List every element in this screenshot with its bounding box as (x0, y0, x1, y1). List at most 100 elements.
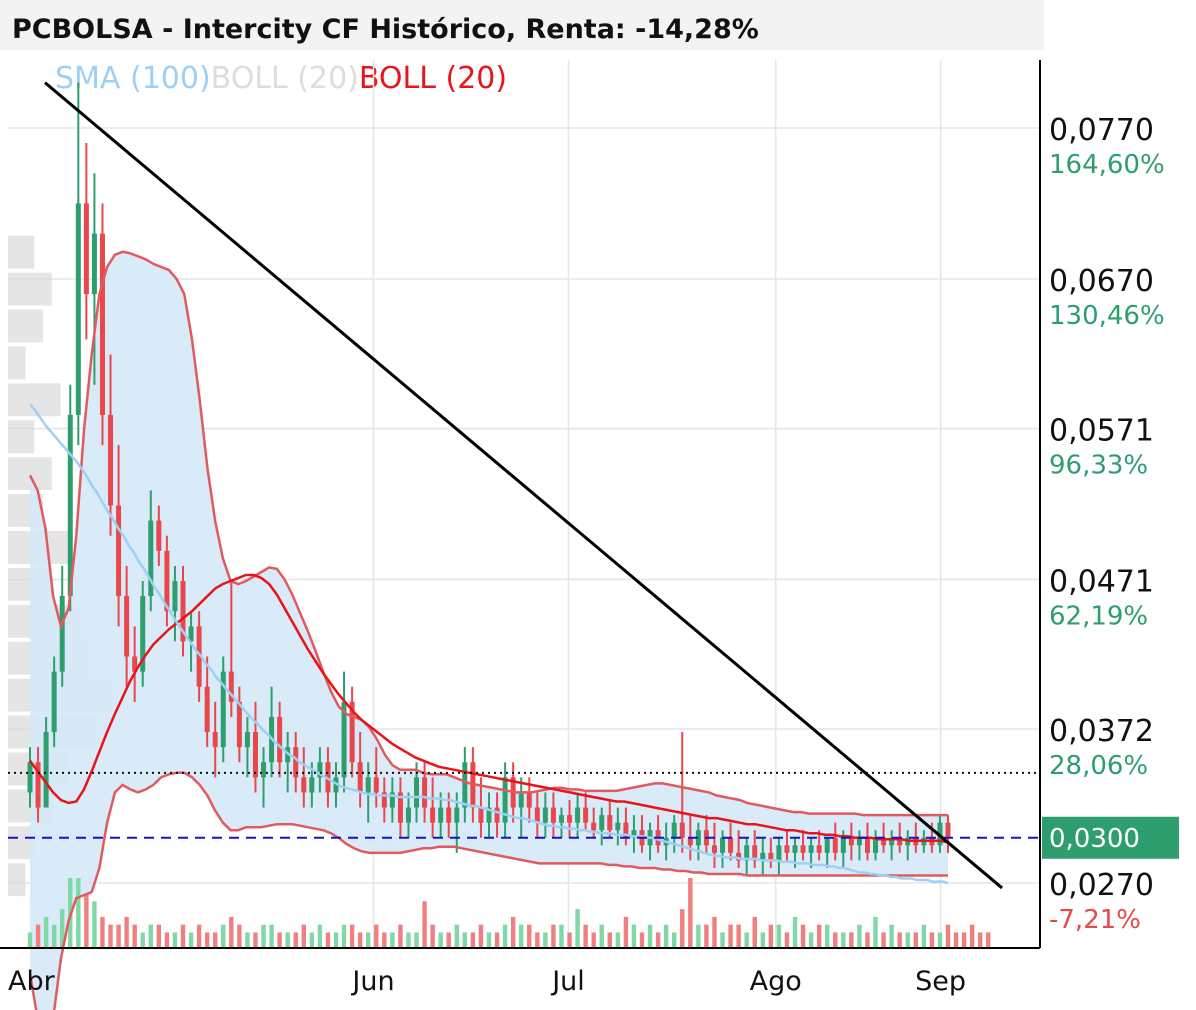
volume-bar (631, 924, 637, 948)
candle-body (534, 807, 540, 823)
candle-body (728, 837, 734, 853)
candle-body (108, 414, 114, 506)
volume-profile-bar (8, 346, 26, 380)
volume-bar (720, 932, 725, 948)
candle-body (494, 807, 500, 823)
x-tick-label: Sep (915, 966, 966, 997)
volume-bar (519, 924, 524, 948)
volume-bar (116, 924, 121, 948)
volume-bar (575, 909, 580, 948)
volume-bar (953, 932, 959, 948)
volume-bar (309, 932, 315, 948)
volume-bar (978, 932, 983, 948)
y-tick-label: 0,0770 (1049, 113, 1154, 148)
volume-bar (551, 924, 556, 948)
volume-bar (422, 901, 427, 948)
volume-bar (333, 932, 339, 948)
candle-body (711, 845, 717, 853)
volume-bar (366, 932, 371, 948)
volume-bar (615, 932, 621, 948)
volume-bar (736, 924, 741, 948)
candle-body (180, 581, 186, 642)
x-tick-label: Ago (750, 966, 802, 997)
chart-title: PCBOLSA - Intercity CF Histórico, Renta:… (12, 14, 759, 45)
volume-bar (494, 932, 500, 948)
y-tick-percent: -7,21% (1049, 905, 1141, 935)
candle-body (59, 596, 65, 672)
volume-bar (92, 901, 97, 948)
candle-body (293, 747, 299, 778)
volume-bar (623, 916, 629, 948)
boll-mid-line (28, 573, 949, 844)
volume-bar (438, 932, 443, 948)
volume-bar (84, 893, 89, 948)
volume-bar (124, 916, 129, 948)
volume-bar (921, 924, 927, 948)
volume-bar (398, 924, 403, 948)
volume-bar (462, 932, 468, 948)
candle-body (864, 837, 870, 853)
volume-bar (172, 932, 178, 948)
volume-bar (639, 932, 645, 948)
volume-bar (502, 924, 508, 948)
volume-bar (833, 932, 838, 948)
candle-body (695, 830, 701, 846)
volume-bar (704, 924, 709, 948)
volume-bar (100, 916, 105, 948)
volume-bar (535, 932, 540, 948)
volume-bars (27, 878, 991, 948)
volume-bar (486, 932, 492, 948)
volume-bar (293, 932, 298, 948)
volume-bar (237, 924, 242, 948)
volume-bar (696, 924, 701, 948)
volume-bar (527, 924, 532, 948)
candle-body (365, 777, 371, 793)
candle-body (132, 656, 138, 672)
candle-body (389, 792, 395, 808)
candle-body (301, 777, 307, 793)
volume-bar (140, 932, 145, 948)
volume-profile-bar (8, 863, 26, 897)
volume-bar (277, 932, 282, 948)
candle-body (43, 732, 49, 808)
volume-bar (567, 932, 572, 948)
candle-body (889, 837, 895, 846)
volume-bar (301, 924, 306, 948)
candle-body (228, 671, 234, 702)
candle-body (615, 822, 621, 831)
volume-bar (454, 924, 459, 948)
volume-bar (478, 924, 484, 948)
candle-body (526, 792, 532, 808)
volume-bar (229, 916, 234, 948)
legend-sma-label: SMA (100) (55, 61, 211, 96)
candle-body (800, 845, 806, 853)
candle-body (760, 852, 766, 861)
volume-bar (913, 932, 918, 948)
volume-bar (800, 924, 806, 948)
candle-body (349, 701, 355, 763)
candle-body (83, 203, 89, 295)
volume-bar (414, 932, 419, 948)
volume-bar (51, 924, 57, 948)
candle-body (156, 520, 162, 551)
volume-bar (559, 924, 564, 948)
volume-bar (148, 924, 153, 948)
volume-bar (744, 932, 749, 948)
candle-body (124, 596, 130, 657)
bollinger-band-fill (30, 251, 948, 1010)
volume-bar (945, 924, 951, 948)
y-tick-label: 0,0471 (1049, 565, 1154, 600)
candle-body (897, 837, 903, 846)
candle-body (317, 762, 323, 778)
y-tick-percent: 96,33% (1049, 450, 1148, 480)
candle-body (188, 626, 194, 642)
volume-bar (728, 924, 733, 948)
candle-body (454, 807, 460, 823)
volume-bar (188, 932, 194, 948)
candle-body (414, 777, 420, 808)
volume-bar (430, 924, 435, 948)
volume-profile-bar (8, 235, 35, 269)
volume-bar (510, 916, 516, 948)
x-tick-label: Jul (550, 966, 585, 997)
